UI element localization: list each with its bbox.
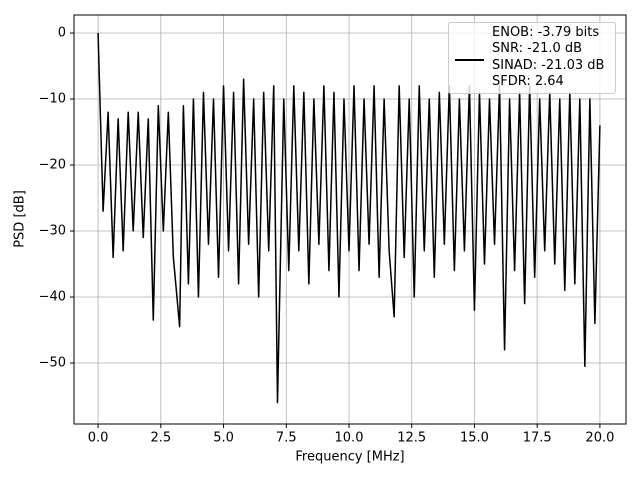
x-tick-label: 20.0 (585, 431, 614, 446)
x-tick-label: 5.0 (213, 431, 234, 446)
x-tick-label: 7.5 (276, 431, 297, 446)
y-tick-label: −20 (39, 158, 66, 173)
x-tick-label: 15.0 (460, 431, 489, 446)
x-tick-label: 2.5 (150, 431, 171, 446)
psd-line (97, 32, 601, 404)
x-tick-label: 17.5 (523, 431, 552, 446)
x-tick-label: 12.5 (397, 431, 426, 446)
legend-swatch (455, 59, 484, 61)
legend-label: ENOB: -3.79 bits SNR: -21.0 dB SINAD: -2… (492, 25, 605, 89)
axes-frame (73, 14, 627, 425)
y-tick-label: −40 (39, 290, 66, 305)
x-tick-label: 0.0 (88, 431, 109, 446)
x-axis-label: Frequency [MHz] (295, 450, 404, 465)
y-tick-label: −10 (39, 92, 66, 107)
legend: ENOB: -3.79 bits SNR: -21.0 dB SINAD: -2… (448, 22, 616, 94)
y-tick-label: −50 (39, 356, 66, 371)
y-axis-label: PSD [dB] (13, 190, 28, 248)
x-tick-label: 10.0 (335, 431, 364, 446)
y-tick-label: 0 (58, 26, 66, 41)
y-tick-label: −30 (39, 224, 66, 239)
